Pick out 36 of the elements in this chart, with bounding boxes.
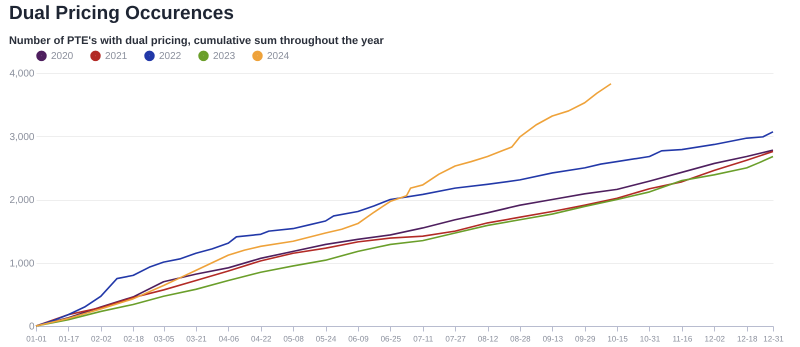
legend-label: 2021 [105,50,128,62]
legend-label: 2024 [267,50,290,62]
legend-label: 2020 [51,50,74,62]
y-tick-label: 2,000 [9,195,35,206]
x-tick-label: 04-06 [218,334,240,344]
y-tick-label: 4,000 [9,68,35,80]
chart-title: Dual Pricing Occurences [8,3,234,24]
x-tick-label: 05-24 [316,334,337,344]
x-tick-label: 06-09 [348,334,370,344]
x-tick-label: 07-27 [445,334,466,344]
x-tick-label: 05-08 [283,334,304,344]
x-tick-label: 12-02 [704,334,726,344]
x-tick-label: 08-12 [478,334,499,344]
x-tick-label: 03-05 [154,334,175,344]
x-tick-label: 09-29 [574,334,596,344]
x-tick-label: 10-31 [640,334,661,344]
x-tick-label: 12-18 [736,334,758,344]
chart-subtitle: Number of PTE's with dual pricing, cumulative sum throughout the year [8,35,385,47]
x-tick-label: 11-16 [672,334,693,344]
x-tick-label: 02-18 [123,334,144,344]
x-tick-label: 08-28 [510,334,532,344]
x-tick-label: 09-13 [542,334,564,344]
x-tick-label: 10-15 [607,334,628,344]
y-tick-label: 3,000 [9,132,35,143]
x-tick-label: 04-22 [251,334,272,344]
legend-label: 2022 [159,50,182,62]
x-tick-label: 03-21 [186,334,208,344]
x-tick-label: 01-01 [26,334,48,344]
x-tick-label: 12-31 [763,334,784,344]
x-tick-label: 01-17 [58,334,80,344]
y-tick-label: 0 [28,322,35,332]
y-tick-label: 1,000 [9,258,35,270]
x-tick-label: 06-25 [380,334,402,344]
x-tick-label: 07-11 [413,334,434,344]
x-tick-label: 02-02 [91,334,112,344]
legend-label: 2023 [213,50,236,62]
